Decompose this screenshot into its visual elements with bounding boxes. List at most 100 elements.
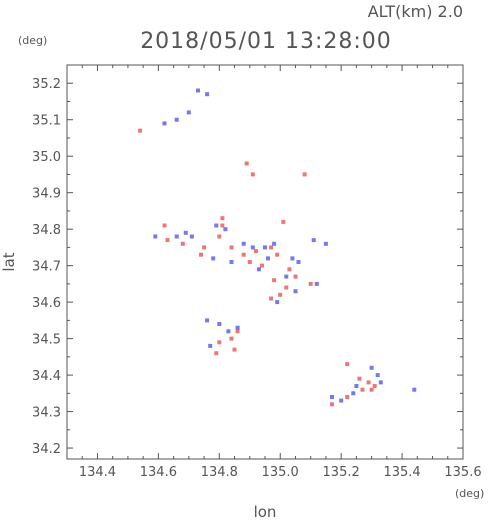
data-point — [372, 384, 377, 388]
data-point — [293, 274, 298, 279]
data-point — [311, 238, 316, 243]
data-point — [232, 347, 237, 352]
data-point — [202, 245, 207, 250]
axis-ticks: 134.4 134.6 134.8 135.0 135.2 135.4 135.6 34.2 3… — [32, 64, 482, 480]
data-point — [220, 223, 225, 228]
data-point — [323, 241, 328, 246]
data-point — [278, 292, 283, 297]
data-point — [357, 376, 362, 381]
x-tick-label: 135.0 — [262, 465, 299, 480]
data-point — [293, 289, 298, 294]
data-point — [180, 241, 185, 246]
data-points — [138, 88, 417, 407]
data-point — [174, 117, 179, 122]
x-tick-label: 134.8 — [201, 465, 238, 480]
data-point — [220, 216, 225, 221]
x-tick-label: 135.6 — [444, 465, 481, 480]
data-point — [339, 398, 344, 403]
data-point — [205, 92, 210, 97]
data-point — [284, 274, 289, 279]
data-point — [366, 380, 371, 385]
y-tick-label: 34.7 — [32, 260, 61, 275]
chart-title: 2018/05/01 13:28:00 — [140, 29, 392, 54]
data-point — [183, 230, 188, 235]
data-point — [345, 395, 350, 399]
y-tick-label: 34.6 — [32, 296, 61, 311]
data-point — [162, 223, 167, 228]
y-tick-label: 34.4 — [32, 369, 61, 384]
data-point — [211, 256, 216, 261]
data-point — [217, 322, 222, 326]
data-point — [199, 252, 203, 257]
data-point — [235, 329, 240, 334]
data-point — [229, 336, 234, 341]
data-point — [217, 234, 222, 239]
data-point — [250, 172, 255, 177]
data-point — [226, 329, 231, 334]
y-tick-label: 34.9 — [32, 187, 61, 202]
data-point — [269, 296, 274, 301]
data-point — [165, 238, 170, 243]
y-axis-unit: (deg) — [18, 34, 47, 47]
data-point — [314, 281, 319, 286]
chart-subtitle: ALT(km) 2.0 — [368, 2, 463, 21]
data-point — [369, 365, 374, 370]
data-point — [308, 281, 313, 286]
data-point — [345, 362, 350, 367]
data-point — [330, 395, 334, 399]
data-point — [302, 172, 307, 177]
data-point — [205, 318, 210, 323]
data-point — [235, 325, 240, 330]
data-point — [360, 387, 365, 392]
data-point — [272, 241, 277, 246]
data-point — [256, 267, 261, 272]
data-point — [174, 234, 179, 239]
data-point — [217, 340, 222, 345]
x-tick-label: 134.6 — [140, 465, 177, 480]
data-point — [244, 161, 249, 166]
data-point — [330, 402, 334, 407]
data-point — [241, 252, 246, 257]
x-tick-label: 134.4 — [79, 465, 116, 480]
y-tick-label: 34.5 — [32, 333, 61, 348]
data-point — [369, 387, 374, 392]
data-point — [186, 110, 191, 115]
data-point — [412, 387, 417, 392]
data-point — [253, 249, 258, 254]
data-point — [290, 256, 295, 261]
y-tick-label: 35.2 — [32, 77, 61, 92]
data-point — [351, 391, 356, 396]
data-point — [229, 245, 234, 250]
data-point — [260, 263, 264, 268]
data-point — [162, 121, 167, 126]
data-point — [138, 128, 143, 133]
data-point — [275, 252, 280, 257]
data-point — [266, 256, 270, 261]
data-point — [229, 260, 234, 264]
data-point — [284, 285, 289, 290]
data-point — [214, 351, 219, 356]
plot-frame — [66, 64, 464, 460]
data-point — [241, 241, 246, 246]
data-point — [247, 260, 252, 264]
data-point — [378, 380, 383, 385]
x-tick-label: 135.4 — [383, 465, 420, 480]
y-axis-label: lat — [0, 252, 18, 271]
data-point — [275, 300, 280, 305]
data-point — [189, 234, 194, 239]
x-axis-unit: (deg) — [455, 487, 484, 500]
data-point — [153, 234, 158, 239]
y-tick-label: 35.1 — [32, 114, 61, 129]
y-tick-label: 34.3 — [32, 406, 61, 421]
data-point — [354, 384, 359, 388]
y-tick-label: 34.8 — [32, 223, 61, 238]
data-point — [196, 88, 200, 93]
data-point — [272, 278, 277, 283]
x-tick-label: 135.2 — [323, 465, 360, 480]
data-point — [263, 245, 267, 250]
y-tick-label: 34.2 — [32, 442, 61, 457]
data-point — [214, 223, 219, 228]
data-point — [375, 373, 380, 378]
data-point — [296, 260, 301, 264]
